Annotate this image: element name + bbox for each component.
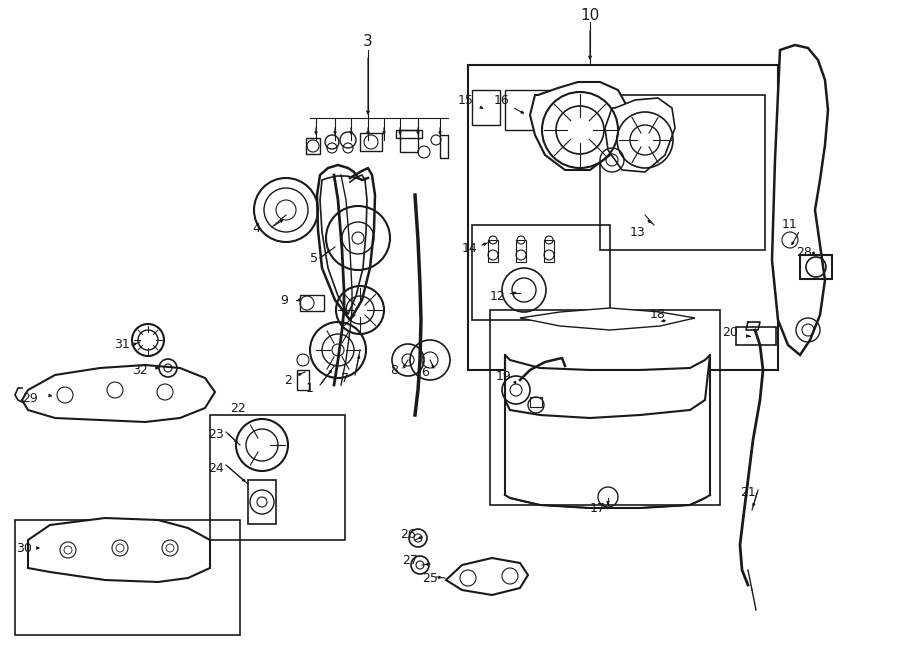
Text: 27: 27 [402, 553, 418, 566]
Text: 1: 1 [306, 381, 314, 395]
Text: 26: 26 [400, 529, 416, 541]
Text: 22: 22 [230, 401, 246, 414]
Bar [248, 480, 276, 524]
Text: 28: 28 [796, 245, 812, 258]
Polygon shape [772, 45, 828, 355]
Text: 3: 3 [363, 34, 373, 50]
Text: 2: 2 [284, 373, 292, 387]
Text: 16: 16 [494, 93, 510, 106]
Bar [468, 65, 778, 370]
Text: 6: 6 [421, 366, 429, 379]
Polygon shape [28, 518, 210, 582]
Polygon shape [446, 558, 528, 595]
Bar [300, 295, 324, 311]
Bar [600, 95, 765, 250]
Bar [400, 130, 418, 152]
Text: 5: 5 [310, 251, 318, 264]
Polygon shape [505, 355, 710, 418]
Bar [306, 138, 320, 154]
Bar [488, 240, 498, 262]
Bar [736, 327, 776, 345]
Text: 4: 4 [252, 221, 260, 235]
Bar [15, 520, 240, 635]
Text: 11: 11 [782, 217, 798, 231]
Text: 10: 10 [580, 7, 599, 22]
Text: 9: 9 [280, 293, 288, 307]
Text: 32: 32 [132, 364, 148, 377]
Text: 12: 12 [491, 290, 506, 303]
Text: 25: 25 [422, 572, 438, 584]
Bar [530, 397, 542, 407]
Text: 18: 18 [650, 307, 666, 321]
Polygon shape [22, 365, 215, 422]
Text: 23: 23 [208, 428, 224, 442]
Text: 17: 17 [590, 502, 606, 514]
Text: 8: 8 [390, 364, 398, 377]
Text: 13: 13 [630, 225, 646, 239]
Bar [360, 133, 382, 151]
Text: 29: 29 [22, 391, 38, 405]
Text: 21: 21 [740, 485, 756, 498]
Polygon shape [605, 98, 675, 172]
Bar [396, 130, 422, 138]
Bar [210, 415, 345, 540]
Text: 30: 30 [16, 541, 32, 555]
Text: 24: 24 [208, 461, 224, 475]
Text: 19: 19 [496, 369, 512, 383]
Bar [800, 255, 832, 279]
Text: 14: 14 [462, 241, 478, 254]
Polygon shape [520, 308, 695, 330]
Text: 15: 15 [458, 93, 474, 106]
Text: 31: 31 [114, 338, 130, 352]
Polygon shape [505, 90, 550, 130]
Bar [297, 370, 309, 390]
Bar [472, 225, 610, 320]
Text: 7: 7 [341, 371, 349, 385]
Text: 20: 20 [722, 325, 738, 338]
Bar [516, 240, 526, 262]
Polygon shape [530, 82, 628, 170]
Bar [490, 310, 720, 505]
Bar [544, 240, 554, 262]
Polygon shape [472, 90, 500, 125]
